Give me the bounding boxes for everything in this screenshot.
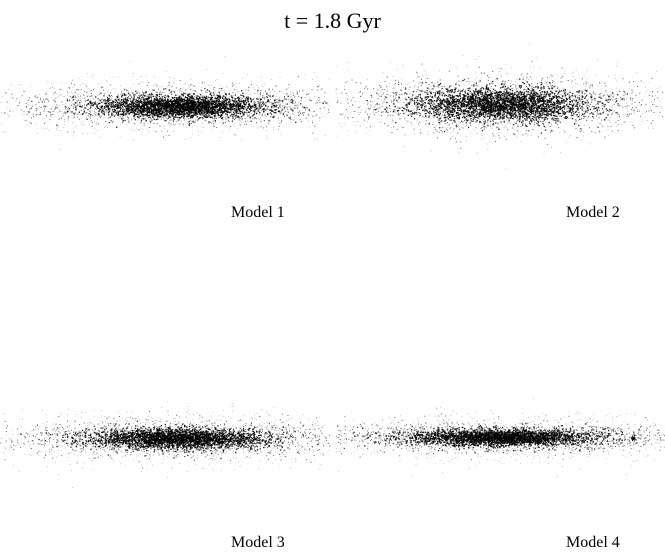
model-4-particle-plot: [335, 397, 665, 478]
model-2-disk-panel: [335, 30, 665, 180]
model-1-particle-plot: [0, 55, 330, 150]
model-2-label: Model 2: [566, 204, 620, 221]
model-4-label: Model 4: [566, 534, 620, 551]
model-1-disk-panel: [0, 30, 330, 180]
model-1-label: Model 1: [231, 204, 285, 221]
model-3-particle-plot: [0, 401, 330, 488]
figure-title: t = 1.8 Gyr: [284, 8, 381, 33]
model-3-disk-panel: [0, 360, 330, 510]
model-2-particle-plot: [335, 43, 664, 170]
model-4-disk-panel: [335, 360, 665, 510]
model-3-label: Model 3: [231, 534, 285, 551]
